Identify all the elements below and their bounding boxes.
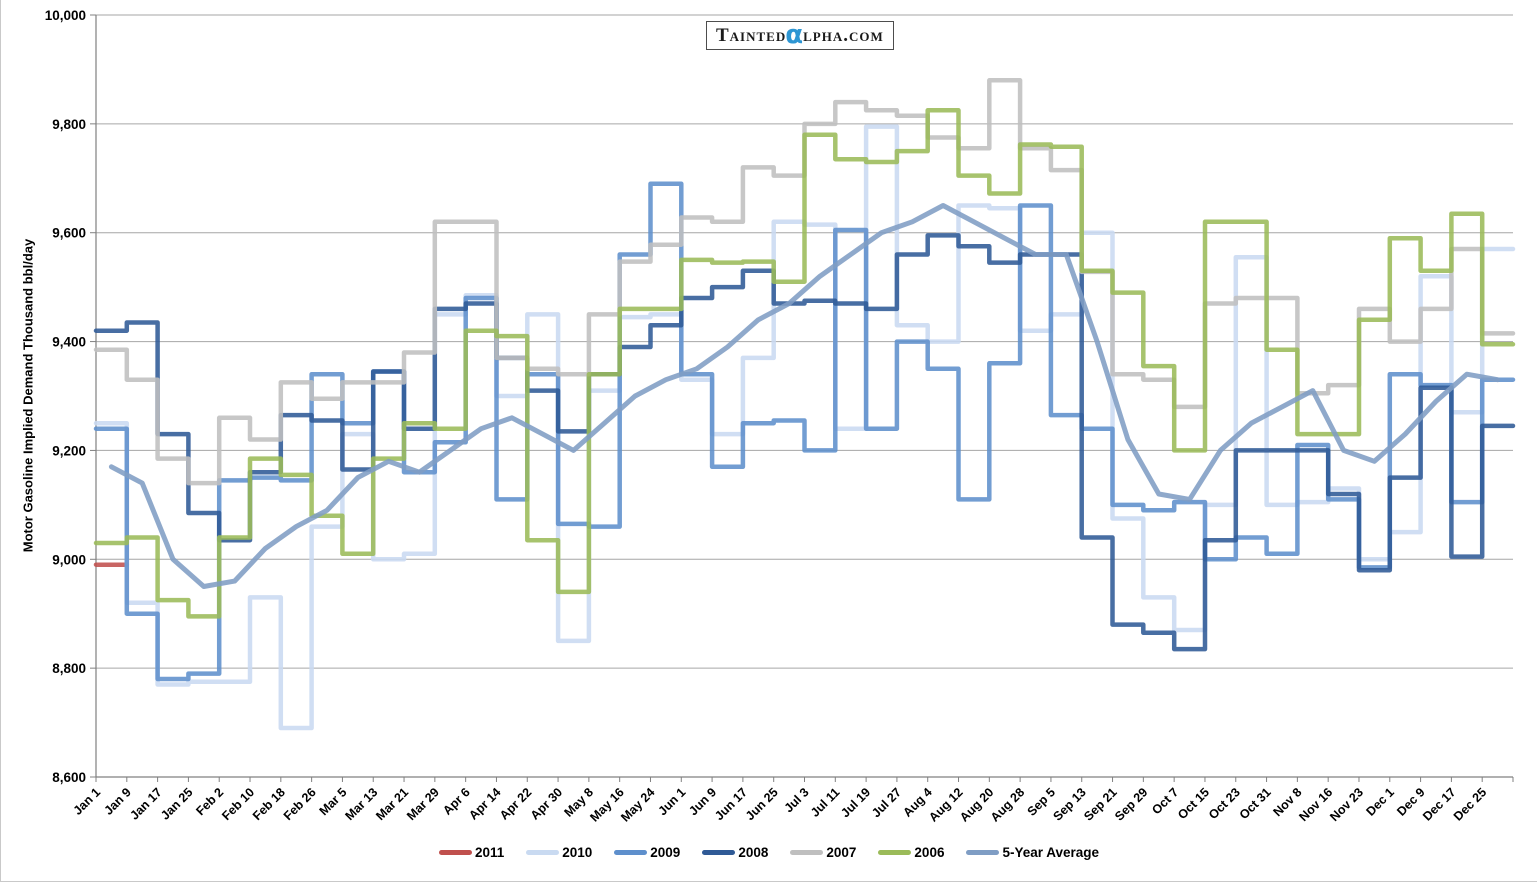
x-tick-label: Dec 1 <box>1363 785 1397 819</box>
y-tick-label: 9,600 <box>52 226 86 241</box>
series-line-2008 <box>93 233 1516 652</box>
series-line-2006 <box>93 108 1516 619</box>
y-tick-label: 8,800 <box>52 661 86 676</box>
legend-item-2007: 2007 <box>790 845 856 860</box>
series-line-2007 <box>93 78 1516 486</box>
legend-item-2011: 2011 <box>438 845 505 860</box>
x-tick-label: Feb 26 <box>281 785 319 823</box>
y-axis-title: Motor Gasoline Implied Demand Thousand b… <box>20 238 36 553</box>
x-tick-label: Nov 23 <box>1327 785 1366 824</box>
x-tick-label: Mar 29 <box>404 785 442 823</box>
legend-swatch <box>526 850 560 855</box>
y-tick-label: 10,000 <box>45 8 86 23</box>
x-tick-label: Aug 28 <box>988 785 1027 824</box>
legend-swatch <box>966 850 1000 855</box>
x-tick-label: Jul 3 <box>782 785 812 815</box>
x-tick-label: Jul 27 <box>869 785 904 820</box>
chart-legend: 2011 2010 2009 2008 2007 2006 5-Year Average <box>1 845 1537 860</box>
y-tick-label: 9,000 <box>52 552 86 567</box>
y-tick-label: 9,400 <box>52 335 86 350</box>
x-tick-label: Sep 13 <box>1050 785 1088 823</box>
legend-item-2006: 2006 <box>878 845 944 860</box>
legend-swatch <box>702 850 736 855</box>
y-tick-label: 9,800 <box>52 117 86 132</box>
x-tick-label: Dec 17 <box>1420 785 1458 823</box>
x-tick-label: Feb 18 <box>250 785 288 823</box>
x-tick-label: Oct 23 <box>1206 785 1243 822</box>
legend-item-5-year-average: 5-Year Average <box>966 845 1099 860</box>
x-tick-label: Jun 1 <box>655 785 688 818</box>
logo-alpha-glyph: α <box>785 19 805 50</box>
x-tick-label: Apr 14 <box>466 785 503 822</box>
legend-item-2010: 2010 <box>526 845 592 860</box>
x-tick-label: Jul 11 <box>808 785 843 820</box>
x-tick-label: Apr 30 <box>528 785 565 822</box>
x-tick-label: Oct 31 <box>1237 785 1274 822</box>
legend-label: 2011 <box>474 845 505 860</box>
x-tick-label: May 24 <box>618 785 657 824</box>
x-tick-label: Dec 25 <box>1451 785 1489 823</box>
x-tick-label: Feb 10 <box>219 785 257 823</box>
legend-label: 2006 <box>914 845 945 860</box>
y-tick-label: 9,200 <box>52 443 86 458</box>
x-tick-label: Jan 1 <box>71 785 104 818</box>
x-tick-label: Jan 17 <box>127 785 164 822</box>
x-tick-label: Sep 21 <box>1081 785 1119 823</box>
x-tick-label: Mar 13 <box>342 785 380 823</box>
legend-swatch <box>878 850 912 855</box>
x-tick-label: Oct 15 <box>1175 785 1212 822</box>
x-tick-label: Jun 17 <box>712 785 750 823</box>
legend-item-2008: 2008 <box>702 845 768 860</box>
y-tick-label: 8,600 <box>52 770 86 785</box>
taintedalpha-logo: Tainted α lpha.com <box>706 21 894 50</box>
legend-swatch <box>438 850 472 855</box>
logo-text-right: lpha.com <box>803 25 884 46</box>
x-tick-label: Jun 25 <box>743 785 781 823</box>
legend-item-2009: 2009 <box>614 845 680 860</box>
x-tick-label: Jan 25 <box>158 785 195 822</box>
legend-label: 2009 <box>650 845 681 860</box>
legend-label: 5-Year Average <box>1002 845 1100 860</box>
legend-label: 2007 <box>826 845 857 860</box>
x-tick-label: Nov 16 <box>1296 785 1335 824</box>
logo-text-left: Tainted <box>716 25 787 46</box>
series-line-5-year-average <box>108 203 1501 589</box>
legend-label: 2010 <box>562 845 593 860</box>
x-tick-label: Apr 22 <box>497 785 534 822</box>
legend-swatch <box>790 850 824 855</box>
x-tick-label: Mar 21 <box>373 785 411 823</box>
x-tick-label: Sep 29 <box>1112 785 1150 823</box>
x-tick-label: Jul 19 <box>838 785 873 820</box>
legend-swatch <box>614 850 648 855</box>
legend-label: 2008 <box>738 845 769 860</box>
